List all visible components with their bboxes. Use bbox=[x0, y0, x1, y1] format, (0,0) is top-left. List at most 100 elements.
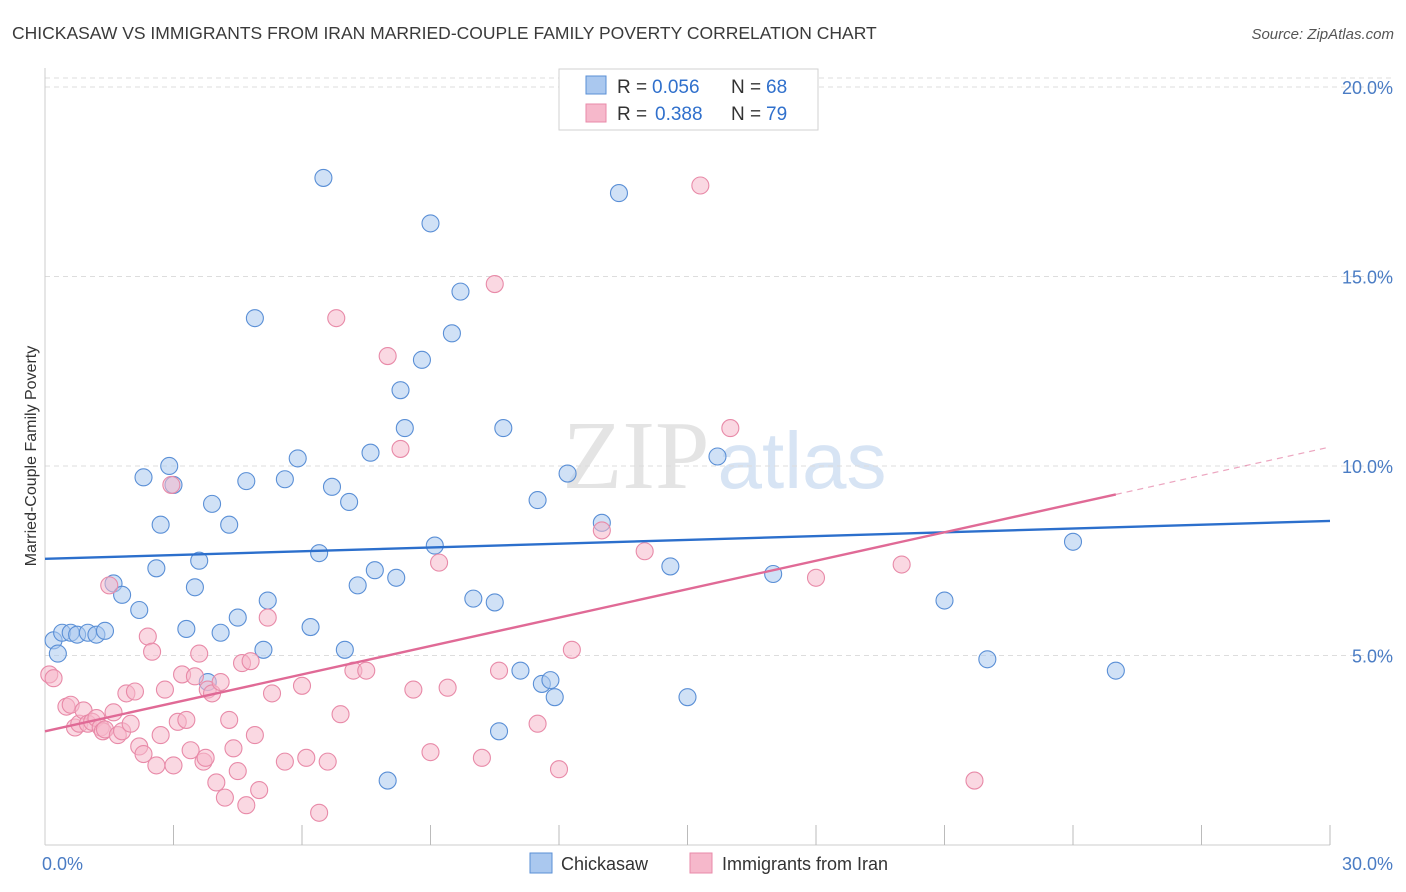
data-point bbox=[143, 642, 162, 661]
data-point bbox=[438, 678, 457, 697]
data-point bbox=[254, 640, 273, 659]
data-point bbox=[357, 661, 376, 680]
data-point bbox=[310, 803, 329, 822]
data-point bbox=[318, 752, 337, 771]
data-point bbox=[494, 419, 513, 438]
data-point bbox=[211, 672, 230, 692]
data-point bbox=[147, 756, 166, 775]
data-point bbox=[464, 589, 483, 608]
data-point bbox=[160, 456, 179, 476]
data-point bbox=[177, 710, 196, 729]
data-point bbox=[288, 449, 307, 468]
data-point bbox=[121, 714, 140, 733]
data-point bbox=[965, 771, 984, 790]
legend-bottom: Chickasaw Immigrants from Iran bbox=[529, 852, 888, 874]
data-point bbox=[365, 561, 384, 580]
data-point bbox=[489, 722, 509, 741]
data-point bbox=[541, 671, 560, 690]
x-tick-label: 30.0% bbox=[1342, 854, 1393, 874]
data-point bbox=[978, 650, 997, 669]
data-point bbox=[361, 443, 380, 462]
data-point bbox=[241, 652, 260, 671]
trend-line-iran bbox=[44, 493, 1117, 733]
watermark: ZIP atlas bbox=[563, 402, 887, 510]
data-point bbox=[562, 640, 581, 659]
data-point bbox=[224, 739, 243, 758]
data-point bbox=[489, 661, 509, 680]
data-point bbox=[806, 568, 826, 587]
data-point bbox=[250, 780, 269, 800]
data-point bbox=[151, 726, 170, 745]
data-point bbox=[177, 619, 196, 639]
data-point bbox=[322, 477, 342, 496]
data-point bbox=[181, 741, 200, 760]
data-point bbox=[592, 521, 611, 540]
y-tick-label: 5.0% bbox=[1352, 646, 1393, 666]
data-point bbox=[164, 756, 183, 775]
trend-line-chickasaw bbox=[44, 519, 1331, 561]
data-point bbox=[138, 627, 157, 646]
legend-swatch-chickasaw bbox=[585, 75, 607, 95]
legend-bottom-swatch-chickasaw bbox=[529, 852, 553, 874]
legend-n-value-chickasaw: 68 bbox=[766, 77, 787, 98]
y-axis-labels: 5.0% 10.0% 15.0% 20.0% bbox=[1342, 78, 1393, 667]
data-point bbox=[134, 744, 153, 764]
data-point bbox=[297, 748, 316, 767]
data-point bbox=[275, 470, 294, 489]
legend-r-label-iran: R = bbox=[617, 104, 647, 125]
legend-n-label-iran: N = bbox=[731, 104, 761, 125]
data-point bbox=[691, 176, 710, 195]
data-point bbox=[44, 669, 63, 688]
data-point bbox=[678, 688, 697, 707]
data-point bbox=[301, 618, 320, 637]
trend-lines bbox=[44, 446, 1331, 733]
data-point bbox=[348, 576, 367, 595]
legend-bottom-swatch-iran bbox=[689, 852, 713, 874]
data-point bbox=[237, 796, 256, 815]
legend-r-value-chickasaw: 0.056 bbox=[652, 77, 700, 98]
data-point bbox=[395, 419, 414, 438]
data-point bbox=[609, 184, 629, 203]
data-point bbox=[391, 439, 410, 458]
data-point bbox=[228, 608, 247, 627]
data-point bbox=[549, 760, 569, 779]
data-point bbox=[661, 557, 680, 576]
data-point bbox=[203, 494, 222, 513]
data-point bbox=[378, 771, 397, 790]
data-point bbox=[48, 644, 67, 663]
data-point bbox=[404, 680, 423, 699]
data-point bbox=[528, 491, 547, 510]
gridlines bbox=[45, 77, 1395, 656]
data-point bbox=[190, 644, 209, 663]
data-point bbox=[185, 667, 204, 686]
legend-top: R = 0.056 N = 68 R = 0.388 N = 79 bbox=[558, 68, 819, 131]
data-point bbox=[185, 578, 204, 597]
legend-bottom-label-iran: Immigrants from Iran bbox=[722, 854, 888, 874]
y-tick-label: 15.0% bbox=[1342, 267, 1393, 287]
x-axis-ticks bbox=[173, 825, 1331, 845]
data-point bbox=[147, 559, 166, 578]
data-point bbox=[442, 324, 461, 343]
data-point bbox=[935, 591, 954, 610]
data-point bbox=[511, 661, 530, 680]
data-point bbox=[220, 515, 239, 534]
chart-source: Source: ZipAtlas.com bbox=[1251, 26, 1394, 43]
legend-r-value-iran: 0.388 bbox=[655, 104, 703, 125]
legend-swatch-iran bbox=[585, 103, 607, 123]
data-point bbox=[721, 419, 740, 438]
trend-line-iran-extension bbox=[1115, 446, 1331, 495]
data-point bbox=[196, 748, 215, 767]
watermark-atlas: atlas bbox=[718, 416, 887, 505]
data-point bbox=[425, 536, 444, 555]
chart-title: CHICKASAW VS IMMIGRANTS FROM IRAN MARRIE… bbox=[12, 23, 877, 43]
x-tick-label: 0.0% bbox=[42, 854, 83, 874]
data-point bbox=[155, 680, 174, 699]
data-point bbox=[708, 447, 727, 466]
y-axis-title: Married-Couple Family Poverty bbox=[23, 346, 40, 567]
data-point bbox=[292, 676, 312, 695]
data-point bbox=[545, 688, 564, 707]
data-point bbox=[528, 714, 547, 733]
data-point bbox=[245, 726, 264, 745]
data-point bbox=[151, 515, 170, 534]
data-point bbox=[635, 542, 654, 561]
